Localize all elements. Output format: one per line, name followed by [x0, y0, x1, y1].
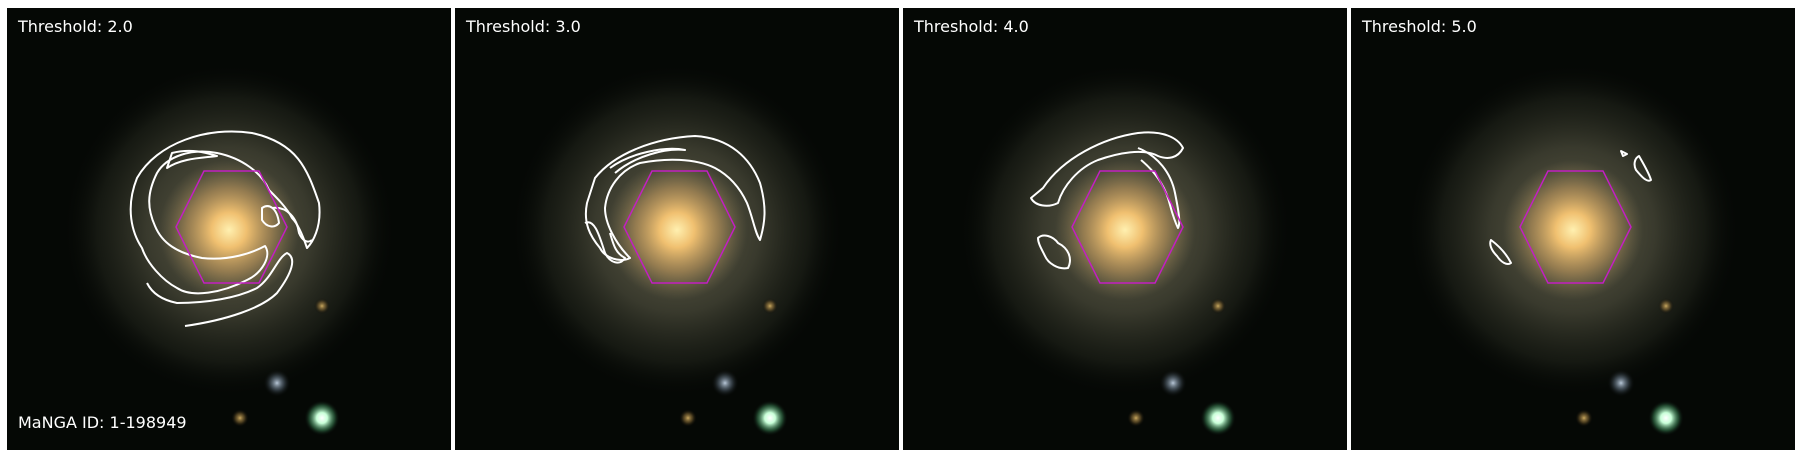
hexagon-footprint — [1071, 170, 1184, 284]
contour-overlay — [129, 130, 321, 327]
contour-line — [1633, 155, 1652, 182]
galaxy-image — [7, 8, 451, 450]
contour-line — [584, 135, 766, 261]
panel-title: Threshold: 5.0 — [1362, 17, 1477, 36]
manga-id-label: MaNGA ID: 1-198949 — [18, 413, 187, 432]
galaxy-image — [903, 8, 1347, 450]
contour-line — [1030, 131, 1184, 207]
contour-overlay — [1489, 150, 1652, 284]
hexagon-footprint — [175, 170, 288, 284]
contour-line — [1037, 234, 1071, 270]
contour-line — [1137, 147, 1181, 229]
contour-line — [261, 205, 280, 228]
contour-overlay — [1030, 131, 1184, 284]
contour-line — [129, 130, 321, 295]
contour-line — [1489, 239, 1512, 266]
panel-threshold-4: Threshold: 4.0 — [903, 8, 1347, 450]
contour-line — [609, 147, 686, 174]
galaxy-image — [455, 8, 899, 450]
contour-line — [166, 149, 218, 169]
panel-title: Threshold: 3.0 — [466, 17, 581, 36]
contour-overlay — [584, 135, 766, 284]
panel-title: Threshold: 2.0 — [18, 17, 133, 36]
contour-line — [271, 206, 313, 243]
contour-line — [584, 221, 626, 264]
panel-title: Threshold: 4.0 — [914, 17, 1029, 36]
hexagon-footprint — [623, 170, 736, 284]
hexagon-footprint — [1519, 170, 1632, 284]
panel-threshold-5: Threshold: 5.0 — [1351, 8, 1795, 450]
panel-threshold-3: Threshold: 3.0 — [455, 8, 899, 450]
contour-line — [1620, 150, 1628, 157]
contour-line — [146, 252, 294, 327]
galaxy-image — [1351, 8, 1795, 450]
panel-threshold-2: Threshold: 2.0 MaNGA ID: 1-198949 — [7, 8, 451, 450]
